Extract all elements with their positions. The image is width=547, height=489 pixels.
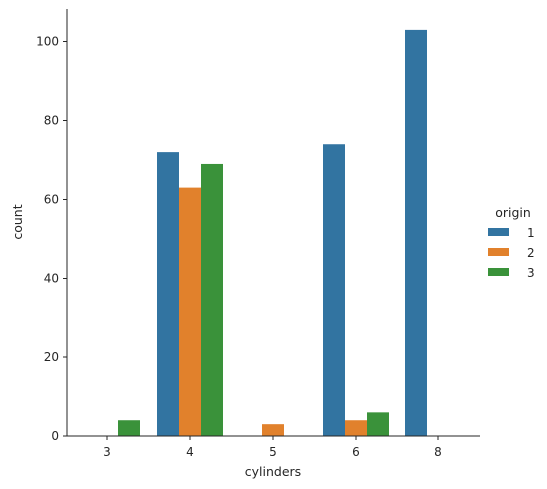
y-tick-label-60: 60 [44, 192, 59, 206]
bar-origin-2-cyl-6 [345, 420, 367, 436]
legend-title: origin [495, 205, 531, 220]
bar-origin-2-cyl-4 [179, 187, 201, 436]
x-tick-label-5: 5 [269, 445, 277, 459]
legend-label-1: 1 [527, 226, 535, 240]
y-tick-label-80: 80 [44, 114, 59, 128]
x-axis-title: cylinders [245, 464, 301, 479]
y-tick-label-20: 20 [44, 350, 59, 364]
bar-origin-1-cyl-6 [323, 144, 345, 436]
legend-label-2: 2 [527, 246, 535, 260]
x-tick-label-6: 6 [352, 445, 360, 459]
y-axis-title: count [10, 204, 25, 239]
bar-origin-3-cyl-4 [201, 163, 223, 436]
x-tick-label-8: 8 [434, 445, 442, 459]
legend-swatch-3 [488, 268, 509, 276]
legend: origin 1 2 3 [488, 205, 535, 280]
y-tick-label-100: 100 [36, 35, 59, 49]
bar-origin-1-cyl-8 [405, 29, 427, 437]
y-tick-label-0: 0 [51, 429, 59, 443]
bar-origin-3-cyl-6 [367, 412, 389, 436]
x-tick-label-4: 4 [186, 445, 194, 459]
legend-label-3: 3 [527, 266, 535, 280]
y-axis: 0 20 40 60 80 100 [36, 9, 68, 443]
legend-swatch-1 [488, 228, 509, 236]
bar-origin-1-cyl-4 [157, 152, 179, 436]
bars [118, 29, 427, 437]
legend-swatch-2 [488, 248, 509, 256]
x-tick-label-3: 3 [103, 445, 111, 459]
x-axis: 3 4 5 6 8 [67, 435, 480, 459]
bar-origin-2-cyl-5 [262, 424, 284, 436]
bar-origin-3-cyl-3 [118, 420, 140, 436]
y-tick-label-40: 40 [44, 271, 59, 285]
